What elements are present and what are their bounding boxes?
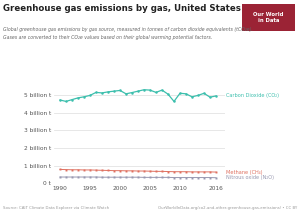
Text: Our World
in Data: Our World in Data <box>254 12 284 23</box>
Text: Greenhouse gas emissions by gas, United States: Greenhouse gas emissions by gas, United … <box>3 4 241 13</box>
Text: OurWorldInData.org/co2-and-other-greenhouse-gas-emissions/ • CC BY: OurWorldInData.org/co2-and-other-greenho… <box>158 206 297 210</box>
Text: Gases are converted to their CO₂e values based on their global warming potential: Gases are converted to their CO₂e values… <box>3 35 212 40</box>
Text: Global greenhouse gas emissions by gas source, measured in tonnes of carbon diox: Global greenhouse gas emissions by gas s… <box>3 26 253 32</box>
Text: Methane (CH₄): Methane (CH₄) <box>226 170 262 174</box>
Text: Nitrous oxide (N₂O): Nitrous oxide (N₂O) <box>226 175 274 180</box>
Text: Source: CAIT Climate Data Explorer via Climate Watch: Source: CAIT Climate Data Explorer via C… <box>3 206 109 210</box>
Text: Carbon Dioxide (CO₂): Carbon Dioxide (CO₂) <box>226 93 279 98</box>
